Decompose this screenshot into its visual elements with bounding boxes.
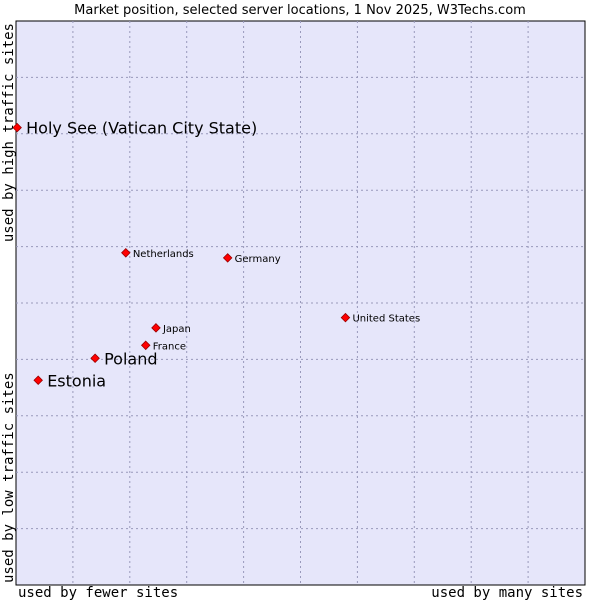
data-points: Holy See (Vatican City State) Netherlands… [12, 119, 420, 390]
data-point-label: France [153, 341, 186, 352]
chart-title: Market position, selected server locatio… [74, 3, 526, 18]
data-point-group: Holy See (Vatican City State) [12, 119, 257, 138]
data-point-label: Poland [104, 349, 157, 368]
grid-lines [16, 21, 585, 585]
data-point-marker [151, 323, 161, 333]
data-point-label: Japan [162, 324, 191, 335]
y-axis-label-top: used by high traffic sites [1, 23, 17, 242]
data-point-label: Germany [235, 254, 281, 265]
data-point-group: Germany [222, 253, 281, 265]
data-point-marker [340, 312, 351, 323]
data-point-label: Netherlands [133, 249, 194, 260]
data-point-marker [33, 375, 43, 386]
x-axis-label-right: used by many sites [431, 585, 583, 600]
data-point-marker [121, 248, 131, 258]
data-point-group: Netherlands [121, 248, 194, 260]
x-axis-label-left: used by fewer sites [18, 585, 178, 600]
data-point-group: Poland [90, 349, 158, 368]
data-point-marker [222, 253, 233, 263]
data-point-group: France [140, 340, 186, 352]
data-point-label: United States [352, 314, 420, 325]
data-point-marker [90, 353, 100, 364]
plot-area: Holy See (Vatican City State) Netherlands… [12, 20, 586, 586]
data-point-marker [12, 122, 22, 133]
data-point-label: Estonia [47, 371, 106, 390]
data-point-group: Estonia [33, 371, 106, 390]
data-point-group: United States [340, 312, 420, 325]
data-point-group: Japan [151, 323, 191, 335]
data-point-marker [140, 340, 151, 351]
data-point-label: Holy See (Vatican City State) [26, 119, 257, 138]
y-axis-label-bottom: used by low traffic sites [1, 372, 17, 583]
